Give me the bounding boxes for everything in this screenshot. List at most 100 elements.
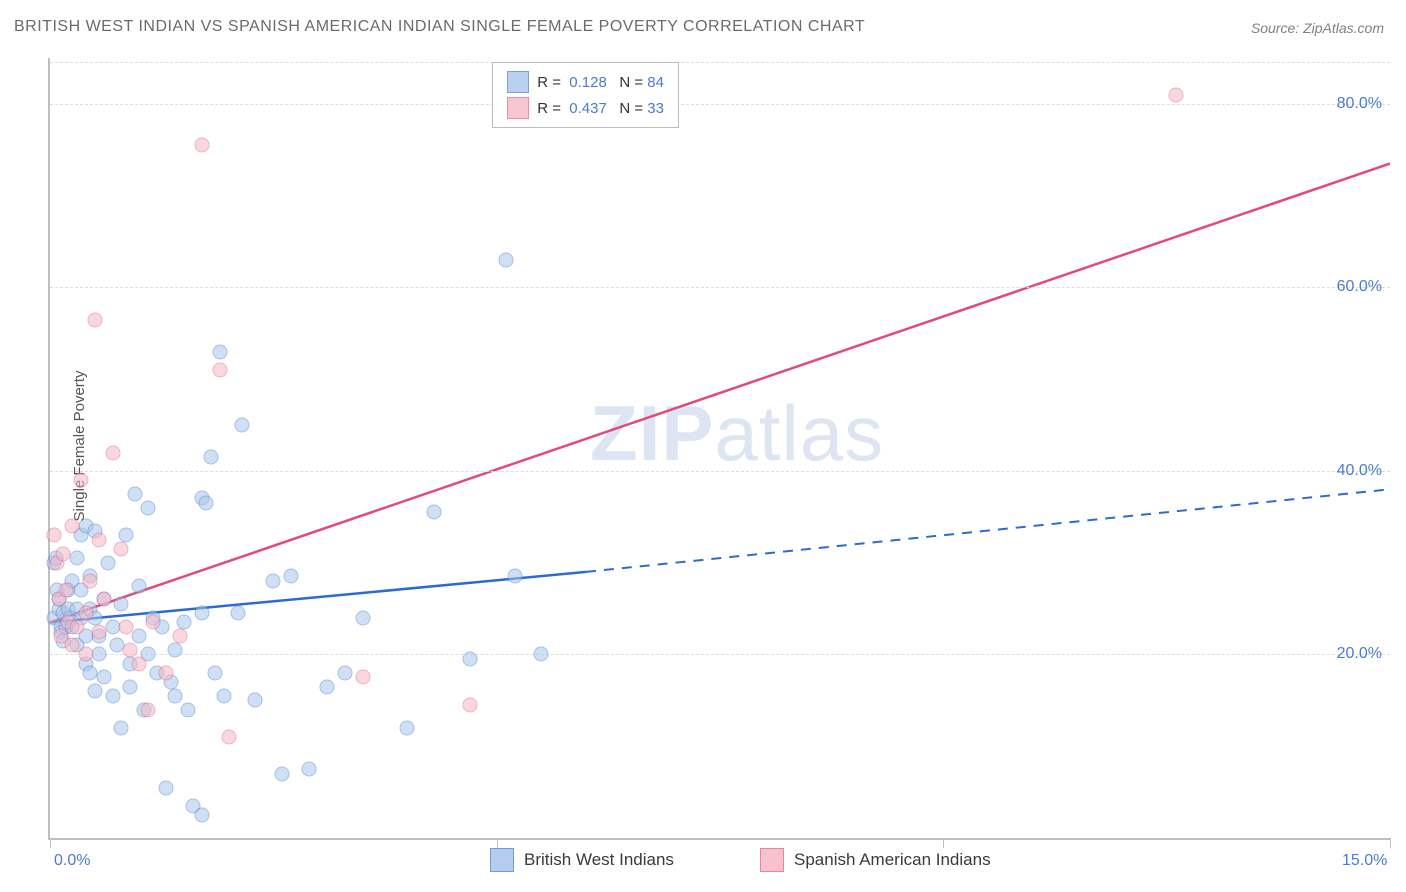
data-point [284,569,299,584]
x-tick [50,838,51,848]
data-point [194,138,209,153]
data-point [177,615,192,630]
data-point [199,496,214,511]
gridline [50,62,1390,63]
data-point [145,615,160,630]
legend-swatch [490,848,514,872]
data-point [56,546,71,561]
data-point [132,656,147,671]
data-point [194,808,209,823]
y-tick-label: 60.0% [1337,278,1382,296]
data-point [114,597,129,612]
gridline [50,654,1390,655]
data-point [507,569,522,584]
data-point [235,418,250,433]
data-point [212,363,227,378]
data-point [266,574,281,589]
data-point [462,697,477,712]
data-point [74,473,89,488]
data-point [87,684,102,699]
data-point [65,519,80,534]
data-point [302,762,317,777]
series-legend-item: Spanish American Indians [760,848,991,872]
gridline [50,287,1390,288]
data-point [534,647,549,662]
data-point [355,670,370,685]
data-point [208,665,223,680]
data-point [65,638,80,653]
data-point [114,541,129,556]
data-point [47,528,62,543]
data-point [132,629,147,644]
data-point [105,445,120,460]
trend-lines [50,58,1390,838]
data-point [168,642,183,657]
data-point [217,688,232,703]
chart-title: BRITISH WEST INDIAN VS SPANISH AMERICAN … [14,18,865,36]
x-tick-label: 15.0% [1342,852,1387,870]
data-point [400,720,415,735]
watermark: ZIPatlas [590,388,884,479]
data-point [78,647,93,662]
data-point [118,619,133,634]
data-point [92,624,107,639]
series-legend-item: British West Indians [490,848,674,872]
data-point [203,450,218,465]
data-point [248,693,263,708]
x-tick [1390,838,1391,848]
data-point [87,312,102,327]
data-point [69,619,84,634]
stats-legend: R = 0.128 N = 84 R = 0.437 N = 33 [492,62,679,128]
plot-area: ZIPatlas 20.0%40.0%60.0%80.0%0.0%15.0%R … [48,58,1390,840]
x-tick [497,838,498,848]
data-point [83,574,98,589]
data-point [159,665,174,680]
data-point [221,730,236,745]
data-point [59,583,74,598]
data-point [96,670,111,685]
data-point [355,610,370,625]
data-point [123,679,138,694]
data-point [141,702,156,717]
data-point [337,665,352,680]
data-point [212,344,227,359]
legend-swatch [507,97,529,119]
data-point [181,702,196,717]
stats-legend-row: R = 0.128 N = 84 [507,69,664,95]
x-tick [943,838,944,848]
data-point [159,780,174,795]
data-point [230,606,245,621]
data-point [78,606,93,621]
data-point [427,505,442,520]
data-point [123,642,138,657]
gridline [50,104,1390,105]
y-tick-label: 20.0% [1337,645,1382,663]
data-point [319,679,334,694]
data-point [127,486,142,501]
y-tick-label: 40.0% [1337,462,1382,480]
data-point [105,688,120,703]
legend-label: British West Indians [524,850,674,870]
data-point [194,606,209,621]
data-point [462,652,477,667]
data-point [172,629,187,644]
data-point [92,532,107,547]
data-point [69,551,84,566]
stats-text: R = 0.437 N = 33 [537,100,664,117]
data-point [92,647,107,662]
data-point [114,720,129,735]
data-point [498,252,513,267]
stats-legend-row: R = 0.437 N = 33 [507,95,664,121]
source-attribution: Source: ZipAtlas.com [1251,20,1384,36]
legend-swatch [760,848,784,872]
data-point [1168,87,1183,102]
legend-label: Spanish American Indians [794,850,991,870]
data-point [132,578,147,593]
data-point [101,555,116,570]
data-point [275,766,290,781]
x-tick-label: 0.0% [54,852,90,870]
stats-text: R = 0.128 N = 84 [537,74,664,91]
data-point [141,500,156,515]
legend-swatch [507,71,529,93]
data-point [168,688,183,703]
